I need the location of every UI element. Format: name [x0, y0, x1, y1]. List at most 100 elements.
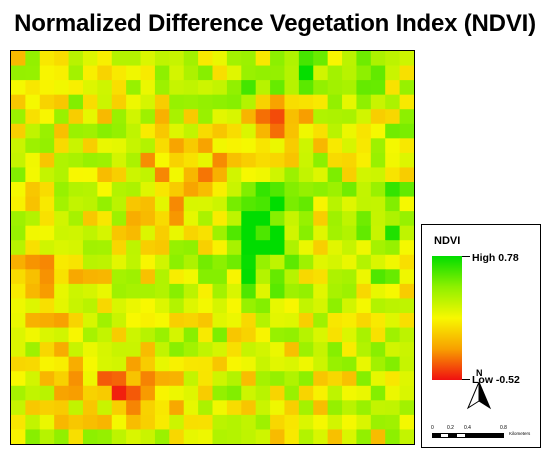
- ndvi-cell: [183, 385, 199, 401]
- ndvi-cell: [111, 298, 127, 314]
- ndvi-cell: [313, 182, 329, 198]
- ndvi-cell: [327, 211, 343, 227]
- ndvi-cell: [270, 400, 286, 416]
- ndvi-cell: [54, 414, 70, 431]
- ndvi-cell: [241, 269, 257, 285]
- ndvi-cell: [370, 211, 386, 227]
- ndvi-cell: [11, 138, 26, 154]
- ndvi-cell: [255, 429, 271, 444]
- ndvi-cell: [284, 138, 300, 154]
- ndvi-cell: [327, 313, 343, 329]
- ndvi-cell: [241, 138, 257, 154]
- ndvi-cell: [327, 167, 343, 183]
- ndvi-cell: [126, 152, 142, 169]
- ndvi-cell: [270, 94, 286, 110]
- ndvi-cell: [82, 51, 98, 67]
- ndvi-cell: [270, 356, 286, 372]
- ndvi-cell: [327, 123, 343, 139]
- ndvi-cell: [342, 196, 358, 212]
- ndvi-cell: [399, 356, 414, 372]
- ndvi-cell: [68, 211, 84, 227]
- ndvi-cell: [82, 400, 98, 416]
- ndvi-cell: [154, 152, 170, 169]
- legend-low-label: Low -0.52: [472, 374, 520, 386]
- ndvi-cell: [327, 283, 343, 300]
- ndvi-cell: [183, 123, 199, 139]
- ndvi-cell: [169, 123, 185, 139]
- ndvi-cell: [126, 414, 142, 431]
- ndvi-cell: [226, 211, 242, 227]
- ndvi-cell: [270, 211, 286, 227]
- ndvi-cell: [370, 385, 386, 401]
- ndvi-cell: [313, 167, 329, 183]
- ndvi-cell: [183, 167, 199, 183]
- ndvi-cell: [97, 211, 113, 227]
- ndvi-cell: [399, 109, 414, 125]
- ndvi-cell: [111, 167, 127, 183]
- ndvi-map[interactable]: [10, 50, 415, 445]
- ndvi-cell: [298, 94, 314, 110]
- ndvi-cell: [356, 414, 372, 431]
- ndvi-cell: [82, 313, 98, 329]
- ndvi-cell: [327, 51, 343, 67]
- ndvi-cell: [169, 152, 185, 169]
- ndvi-cell: [385, 371, 401, 387]
- ndvi-cell: [298, 65, 314, 81]
- ndvi-cell: [11, 225, 26, 241]
- ndvi-cell: [327, 342, 343, 358]
- ndvi-cell: [298, 211, 314, 227]
- ndvi-cell: [111, 152, 127, 169]
- ndvi-cell: [169, 182, 185, 198]
- ndvi-cell: [111, 109, 127, 125]
- ndvi-cell: [97, 342, 113, 358]
- ndvi-cell: [370, 429, 386, 444]
- ndvi-cell: [169, 298, 185, 314]
- ndvi-cell: [342, 182, 358, 198]
- ndvi-cell: [298, 400, 314, 416]
- ndvi-cell: [212, 254, 228, 270]
- ndvi-cell: [25, 414, 41, 431]
- ndvi-cell: [68, 269, 84, 285]
- ndvi-cell: [97, 356, 113, 372]
- ndvi-cell: [255, 182, 271, 198]
- ndvi-cell: [111, 80, 127, 96]
- ndvi-cell: [154, 51, 170, 67]
- ndvi-cell: [82, 371, 98, 387]
- ndvi-cell: [270, 109, 286, 125]
- ndvi-cell: [154, 298, 170, 314]
- ndvi-cell: [356, 400, 372, 416]
- ndvi-cell: [212, 182, 228, 198]
- ndvi-cell: [313, 356, 329, 372]
- ndvi-cell: [39, 182, 55, 198]
- ndvi-cell: [313, 80, 329, 96]
- ndvi-cell: [399, 94, 414, 110]
- ndvi-cell: [399, 80, 414, 96]
- ndvi-cell: [39, 400, 55, 416]
- ndvi-cell: [198, 138, 214, 154]
- ndvi-cell: [154, 240, 170, 256]
- ndvi-cell: [241, 80, 257, 96]
- ndvi-cell: [111, 327, 127, 343]
- ndvi-cell: [226, 182, 242, 198]
- ndvi-cell: [154, 196, 170, 212]
- ndvi-cell: [183, 327, 199, 343]
- ndvi-cell: [169, 342, 185, 358]
- ndvi-cell: [11, 123, 26, 139]
- ndvi-cell: [212, 356, 228, 372]
- ndvi-cell: [212, 152, 228, 169]
- ndvi-cell: [298, 298, 314, 314]
- ndvi-cell: [270, 152, 286, 169]
- ndvi-cell: [183, 269, 199, 285]
- ndvi-cell: [198, 240, 214, 256]
- ndvi-cell: [169, 225, 185, 241]
- ndvi-cell: [126, 313, 142, 329]
- ndvi-cell: [241, 356, 257, 372]
- ndvi-cell: [255, 80, 271, 96]
- ndvi-cell: [356, 298, 372, 314]
- ndvi-cell: [342, 400, 358, 416]
- ndvi-cell: [111, 356, 127, 372]
- ndvi-cell: [140, 80, 156, 96]
- ndvi-cell: [298, 225, 314, 241]
- ndvi-cell: [68, 356, 84, 372]
- ndvi-cell: [198, 400, 214, 416]
